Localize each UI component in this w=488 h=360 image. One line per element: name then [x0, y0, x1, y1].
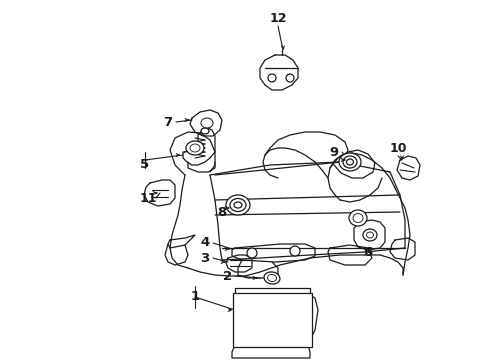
Text: 4: 4: [200, 237, 209, 249]
Text: 11: 11: [139, 192, 157, 204]
Ellipse shape: [201, 128, 208, 134]
Text: 5: 5: [140, 158, 149, 171]
Text: 6: 6: [363, 246, 372, 258]
Text: 7: 7: [163, 116, 172, 129]
Ellipse shape: [267, 274, 276, 282]
Ellipse shape: [190, 144, 200, 152]
Text: 1: 1: [190, 289, 199, 302]
Text: 10: 10: [388, 141, 406, 154]
Ellipse shape: [229, 198, 245, 211]
Text: 8: 8: [217, 206, 226, 219]
FancyBboxPatch shape: [232, 293, 311, 347]
Text: 12: 12: [269, 12, 286, 24]
Ellipse shape: [338, 153, 360, 171]
Ellipse shape: [342, 156, 356, 168]
Ellipse shape: [348, 210, 366, 226]
Circle shape: [289, 246, 299, 256]
Ellipse shape: [185, 141, 203, 155]
Ellipse shape: [234, 202, 242, 208]
Circle shape: [246, 248, 257, 258]
Text: 9: 9: [329, 145, 338, 158]
Ellipse shape: [285, 74, 293, 82]
Ellipse shape: [267, 74, 275, 82]
Ellipse shape: [264, 272, 279, 284]
Ellipse shape: [346, 159, 353, 165]
Ellipse shape: [225, 195, 249, 215]
Ellipse shape: [201, 118, 213, 128]
Text: 3: 3: [200, 252, 209, 265]
Ellipse shape: [366, 232, 373, 238]
Text: 2: 2: [223, 270, 232, 283]
Ellipse shape: [352, 213, 362, 222]
Ellipse shape: [362, 229, 376, 241]
